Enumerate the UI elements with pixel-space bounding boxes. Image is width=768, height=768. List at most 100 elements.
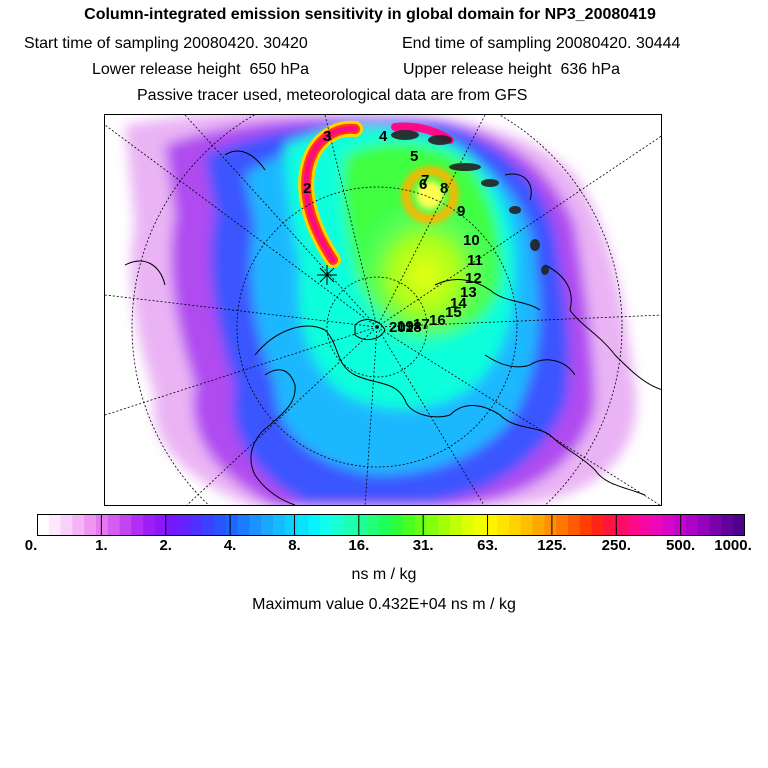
- colorbar-cell: [638, 514, 652, 536]
- chart-title: Column-integrated emission sensitivity i…: [84, 6, 656, 23]
- start-time: Start time of sampling 20080420. 30420: [24, 35, 308, 53]
- colorbar-cell: [568, 514, 581, 536]
- colorbar-cell: [379, 514, 392, 536]
- colorbar-cell: [261, 514, 274, 536]
- end-time-value: 20080420. 30444: [555, 35, 681, 52]
- trajectory-label-20: 20: [389, 319, 406, 336]
- trajectory-label-12: 12: [465, 270, 482, 287]
- colorbar-cell: [532, 514, 545, 536]
- colorbar-tick-label: 0.: [24, 537, 38, 554]
- upper-release-height: Upper release height 636 hPa: [403, 61, 620, 79]
- units-label: ns m / kg: [351, 566, 417, 583]
- upper-release-value: 636 hPa: [560, 61, 621, 78]
- colorbar-cell: [273, 514, 286, 536]
- trajectory-labels: 2 3 4 5 6 7 8 9 10 11 12 13 14 15 16 17 …: [303, 128, 483, 336]
- graticule-meridian-5: [376, 135, 661, 328]
- colorbar-cell: [544, 514, 557, 536]
- hotspot-patch-5: [509, 206, 521, 214]
- trajectory-label-6: 6: [419, 176, 427, 193]
- trajectory-label-18: 18: [405, 319, 422, 336]
- colorbar-cell: [308, 514, 321, 536]
- colorbar-tick-label: 1000.: [714, 537, 752, 554]
- trajectory-label-17: 17: [413, 316, 430, 333]
- colorbar-cell: [509, 514, 522, 536]
- colorbar-cell: [603, 514, 616, 536]
- colorbar-cell: [107, 514, 121, 536]
- field-hotspot-ring: [401, 166, 459, 224]
- release-plume-center: [303, 126, 358, 263]
- colorbar-cell: [426, 514, 439, 536]
- lower-release-value: 650 hPa: [249, 61, 310, 78]
- sensitivity-map: 2 3 4 5 6 7 8 9 10 11 12 13 14 15 16 17 …: [105, 115, 661, 505]
- trajectory-label-14: 14: [450, 295, 467, 312]
- colorbar-cell: [284, 514, 298, 536]
- colorbar-tick-label: 125.: [537, 537, 567, 554]
- trajectory-label-4: 4: [379, 128, 388, 145]
- colorbar-cells: [37, 514, 745, 536]
- tracer-note: Passive tracer used, meteorological data…: [137, 87, 528, 104]
- colorbar-cell: [450, 514, 463, 536]
- trajectory-label-16: 16: [429, 312, 446, 329]
- release-plume: [298, 120, 454, 268]
- colorbar-cell: [662, 514, 675, 536]
- graticule-meridian-3: [324, 115, 378, 328]
- colorbar-cell: [343, 514, 357, 536]
- colorbar-cell: [355, 514, 368, 536]
- trajectory-label-5: 5: [410, 148, 418, 165]
- colorbar-border: [37, 514, 745, 536]
- coastline-europe: [254, 325, 646, 496]
- colorbar-cell: [414, 514, 427, 536]
- colorbar-cell: [686, 514, 699, 536]
- colorbar-cell: [332, 514, 345, 536]
- trajectory-label-7: 7: [421, 172, 429, 189]
- coastline-arctic-islands: [504, 173, 532, 201]
- colorbar-cell: [391, 514, 404, 536]
- start-time-value: 20080420. 30420: [183, 35, 308, 52]
- hotspot-patch-2: [428, 135, 452, 145]
- colorbar-cell: [438, 514, 451, 536]
- colorbar-cell: [721, 514, 734, 536]
- colorbar-cell: [143, 514, 156, 536]
- release-marker-d2: [319, 267, 335, 283]
- map-frame: 2 3 4 5 6 7 8 9 10 11 12 13 14 15 16 17 …: [104, 114, 662, 506]
- colorbar-cell: [96, 514, 109, 536]
- colorbar-cell: [237, 514, 250, 536]
- colorbar-cell: [131, 514, 144, 536]
- trajectory-label-19: 19: [397, 318, 414, 335]
- coastline-greenland: [224, 150, 266, 171]
- trajectory-label-2: 2: [303, 180, 311, 197]
- colorbar-cell: [485, 514, 498, 536]
- colorbar-cell: [733, 514, 745, 536]
- end-time: End time of sampling 20080420. 30444: [402, 35, 680, 53]
- colorbar-cell: [84, 514, 97, 536]
- colorbar-cell: [367, 514, 380, 536]
- colorbar-cell: [591, 514, 604, 536]
- coastline-svalbard: [354, 319, 386, 341]
- colorbar-cell: [556, 514, 569, 536]
- colorbar-cell: [202, 514, 215, 536]
- colorbar-cell: [214, 514, 227, 536]
- colorbar-cell: [119, 514, 132, 536]
- colorbar-tick-label: 500.: [666, 537, 696, 554]
- colorbar-tick-label: 2.: [159, 537, 172, 554]
- colorbar-cell: [709, 514, 722, 536]
- hotspot-patches: [391, 130, 549, 275]
- colorbar-tick-label: 1.: [95, 537, 108, 554]
- colorbar-cell: [627, 514, 640, 536]
- trajectory-label-15: 15: [445, 304, 462, 321]
- colorbar-dividers: [100, 514, 682, 536]
- colorbar-tick-label: 31.: [412, 537, 434, 554]
- trajectory-label-8: 8: [440, 180, 448, 197]
- hotspot-patch-6: [530, 239, 540, 251]
- colorbar-cell: [697, 514, 711, 536]
- graticule-meridian-7: [376, 326, 661, 505]
- hotspot-patch-7: [541, 265, 549, 275]
- colorbar-cell: [249, 514, 262, 536]
- colorbar-cell: [155, 514, 168, 536]
- hotspot-patch-4: [481, 179, 499, 187]
- trajectory-label-3: 3: [323, 128, 331, 145]
- trajectory-label-9: 9: [457, 203, 465, 220]
- field-core: [350, 195, 500, 355]
- release-marker: [317, 265, 337, 285]
- colorbar-cell: [72, 514, 85, 536]
